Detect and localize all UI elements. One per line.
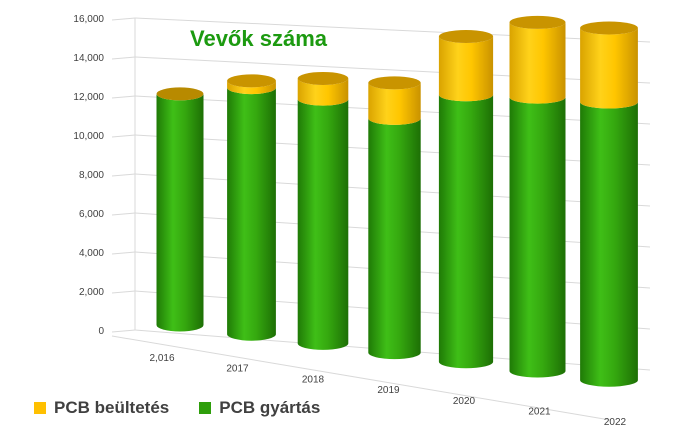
x-tick-label: 2,016 (149, 353, 174, 364)
x-tick-label: 2020 (453, 396, 476, 407)
bar-pcb-beultetes (438, 36, 494, 102)
bar-group (227, 74, 276, 341)
y-tick-label: 6,000 (79, 209, 104, 220)
bar-pcb-gyartas (297, 99, 349, 350)
bar-pcb-beultetes (580, 28, 638, 109)
gridline-side (111, 290, 136, 294)
bar-pcb-gyartas (580, 102, 638, 387)
bar-top-cap (227, 74, 276, 88)
gridline-side (111, 173, 136, 177)
y-tick-label: 16,000 (73, 14, 104, 25)
legend-swatch-yellow (34, 402, 46, 414)
bar-group (438, 29, 494, 369)
bar-top-cap (438, 29, 494, 43)
bar-pcb-beultetes (509, 22, 566, 104)
legend-item-pcb-beultetes: PCB beültetés (34, 398, 169, 418)
bar-pcb-beultetes (227, 80, 276, 95)
gridline-side (111, 56, 136, 60)
y-tick-label: 8,000 (79, 170, 104, 181)
bar-pcb-beultetes (368, 82, 421, 125)
y-tick-label: 10,000 (73, 131, 104, 142)
gridline-side (111, 329, 136, 333)
bar-pcb-gyartas (227, 87, 276, 341)
gridline-side (111, 251, 136, 255)
y-tick-label: 2,000 (79, 287, 104, 298)
bar-top-cap (580, 21, 638, 35)
bar-pcb-gyartas (438, 94, 494, 369)
x-tick-label: 2017 (226, 364, 249, 375)
legend-label: PCB gyártás (219, 398, 321, 417)
legend-swatch-green (199, 402, 212, 414)
gridline-side (111, 212, 136, 216)
bar-group (580, 21, 638, 387)
bar-group (156, 87, 204, 332)
y-tick-label: 14,000 (73, 53, 104, 64)
legend-label: PCB beültetés (54, 398, 170, 417)
y-tick-label: 4,000 (79, 248, 104, 259)
y-tick-label: 0 (98, 326, 104, 337)
bar-top-cap (368, 76, 421, 90)
bar-pcb-gyartas (368, 118, 421, 360)
gridline-side (111, 17, 136, 21)
bar-top-cap (297, 71, 349, 85)
gridline-side (111, 95, 136, 99)
gridline-side (111, 134, 136, 138)
bar-pcb-gyartas (156, 93, 204, 332)
chart-title: Vevők száma (190, 26, 327, 51)
bar-top-cap (156, 87, 204, 101)
bar-pcb-beultetes (297, 78, 349, 106)
legend: PCB beültetés PCB gyártás (34, 398, 350, 418)
bar-group (297, 71, 349, 350)
bar-pcb-gyartas (509, 97, 566, 378)
bar-group (509, 15, 566, 378)
floor-edge (111, 335, 611, 421)
bar-group (368, 76, 421, 360)
bar-top-cap (509, 15, 566, 29)
x-tick-label: 2021 (528, 407, 551, 418)
y-tick-label: 12,000 (73, 92, 104, 103)
legend-item-pcb-gyartas: PCB gyártás (199, 398, 320, 418)
x-tick-label: 2019 (377, 385, 400, 396)
x-tick-label: 2022 (604, 417, 627, 428)
x-tick-label: 2018 (302, 374, 325, 385)
